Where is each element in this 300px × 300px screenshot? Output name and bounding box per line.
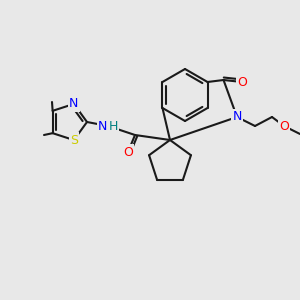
Text: N: N — [69, 98, 79, 110]
Text: S: S — [70, 134, 78, 147]
Text: O: O — [279, 119, 289, 133]
Text: O: O — [123, 146, 133, 158]
Text: N: N — [98, 119, 107, 133]
Text: O: O — [237, 76, 247, 88]
Text: H: H — [109, 119, 118, 133]
Text: N: N — [232, 110, 242, 124]
